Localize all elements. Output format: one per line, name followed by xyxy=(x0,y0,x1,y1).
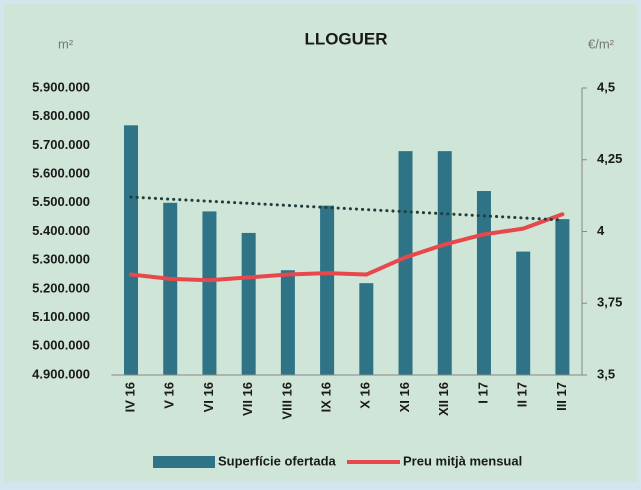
bar xyxy=(359,283,374,375)
trendline xyxy=(129,195,564,222)
y-tick-label: 5.300.000 xyxy=(32,252,90,267)
x-tick-label: VII 16 xyxy=(240,382,255,416)
y-tick-label: 5.500.000 xyxy=(32,194,90,209)
x-tick-label: VI 16 xyxy=(201,382,216,412)
y-tick-label: 5.000.000 xyxy=(32,338,90,353)
x-tick-label: IV 16 xyxy=(122,382,137,412)
y2-tick-label: 4,5 xyxy=(597,79,615,94)
legend-label: Superfície ofertada xyxy=(218,453,337,468)
bar xyxy=(437,151,452,375)
bar xyxy=(476,191,491,375)
x-tick-label: II 17 xyxy=(515,382,530,407)
x-tick-label: V 16 xyxy=(162,382,177,409)
y2-tick-label: 3,75 xyxy=(597,295,622,310)
x-tick-label: IX 16 xyxy=(319,382,334,412)
x-tick-label: XI 16 xyxy=(397,382,412,412)
line xyxy=(129,212,565,283)
x-tick-label: VIII 16 xyxy=(279,382,294,420)
y2-tick-label: 3,5 xyxy=(597,366,615,381)
bar xyxy=(398,151,413,375)
bar xyxy=(280,270,295,375)
legend-label: Preu mitjà mensual xyxy=(403,453,522,468)
y-tick-label: 4.900.000 xyxy=(32,366,90,381)
bar xyxy=(124,125,139,375)
x-tick-label: XII 16 xyxy=(436,382,451,416)
bar xyxy=(163,202,178,375)
x-tick-label: X 16 xyxy=(358,382,373,409)
y2-unit: €/m² xyxy=(588,36,615,51)
y2-tick-label: 4,25 xyxy=(597,151,622,166)
x-tick-label: III 17 xyxy=(554,382,569,411)
bar xyxy=(516,251,531,375)
y-tick-label: 5.100.000 xyxy=(32,309,90,324)
y2-tick-label: 4 xyxy=(597,223,605,238)
y-tick-label: 5.800.000 xyxy=(32,108,90,123)
legend-swatch xyxy=(153,456,215,468)
chart-title: LLOGUER xyxy=(304,29,387,48)
bar xyxy=(555,219,570,375)
y-tick-label: 5.200.000 xyxy=(32,280,90,295)
bar xyxy=(202,211,217,375)
y-tick-label: 5.700.000 xyxy=(32,137,90,152)
x-tick-label: I 17 xyxy=(475,382,490,404)
y-tick-label: 5.400.000 xyxy=(32,223,90,238)
bar xyxy=(241,232,256,375)
y-tick-label: 5.600.000 xyxy=(32,166,90,181)
y-tick-label: 5.900.000 xyxy=(32,79,90,94)
bar xyxy=(320,205,335,375)
y-unit: m² xyxy=(58,36,74,51)
